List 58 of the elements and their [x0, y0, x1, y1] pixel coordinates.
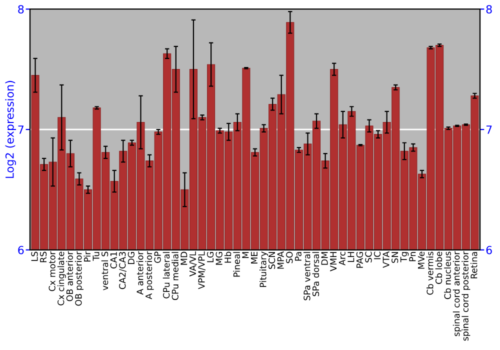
x-tick-label: MG [216, 252, 222, 265]
x-tick-label: Pa [294, 252, 302, 261]
y2-tick-label: 8 [486, 5, 492, 14]
x-tick-label: OB posterior [74, 251, 84, 306]
x-tick-label: Pir [84, 251, 90, 262]
x-tick-label: CA2/CA3 [119, 252, 126, 290]
x-tick-label: CPu lateral [162, 252, 170, 298]
x-tick-label: Cx cingulate [57, 252, 66, 306]
x-tick-label: SPa dorsal [312, 252, 320, 296]
x-tick-label: LG [206, 252, 214, 262]
x-tick-label: A posterior [145, 251, 154, 300]
x-tick-label: LS [31, 252, 38, 261]
x-tick-label: VA/VL [190, 251, 197, 276]
x-tick-label: Cb lobe [435, 252, 442, 284]
x-tick-label: M [242, 252, 249, 258]
x-tick-label: DM [321, 252, 328, 265]
x-tick-label: Arc [338, 252, 346, 266]
x-tick-label: OB anterior [66, 251, 73, 302]
x-tick-label: GP [154, 252, 161, 263]
y2-tick-label: 6 [486, 246, 492, 254]
x-tick-label: Cb vermis [426, 252, 434, 295]
x-tick-label: VMH [330, 252, 337, 272]
x-tick-label: Tg [400, 252, 409, 262]
x-tick-label: Pineal [233, 252, 240, 277]
x-tick-label: Pituitary [260, 252, 268, 287]
x-tick-label: SN [392, 252, 398, 263]
x-tick-label: DG [128, 252, 134, 264]
x-tick-label: Cx motor [48, 251, 56, 292]
x-tick-label: Pn [409, 252, 416, 262]
y-axis-title: Log2 (expression) [5, 80, 16, 178]
x-tick-label: MVe [418, 252, 425, 269]
x-tick-label: LH [348, 252, 354, 262]
x-tick-label: SPa ventral [304, 252, 310, 300]
y-tick-label: 6 [18, 246, 24, 254]
x-tick-label: SO [286, 252, 293, 264]
x-tick-label: Tu [92, 252, 100, 261]
x-tick-label: CA1 [110, 252, 117, 268]
x-tick-label: spinal cord anterior [452, 251, 462, 336]
y2-tick-label: 7 [486, 126, 492, 134]
x-tick-label: VTA [382, 251, 390, 268]
y-tick-label: 8 [18, 5, 24, 14]
x-tick-label: ventral S [101, 252, 108, 290]
x-tick-label: Cb nucleus [444, 252, 451, 300]
x-tick-label: SC [365, 252, 372, 262]
x-tick-label: spinal cord posterior [462, 251, 470, 341]
x-tick-label: SCN [268, 252, 276, 269]
x-tick-label: A anterior [136, 251, 144, 295]
x-tick-label: Retina [470, 252, 478, 278]
x-tick-label: MPA [277, 251, 284, 269]
x-tick-label: RS [40, 252, 47, 262]
x-tick-label: ME [251, 252, 258, 264]
y-tick-label: 7 [18, 126, 24, 134]
x-tick-label: Hb [224, 252, 232, 263]
x-tick-label: IC [374, 252, 381, 260]
x-tick-label: CPu medial [172, 252, 178, 300]
x-tick-label: VPM/VPL [198, 251, 206, 290]
x-tick-label: PAG [356, 252, 364, 268]
x-tick-label: MD [180, 252, 188, 265]
